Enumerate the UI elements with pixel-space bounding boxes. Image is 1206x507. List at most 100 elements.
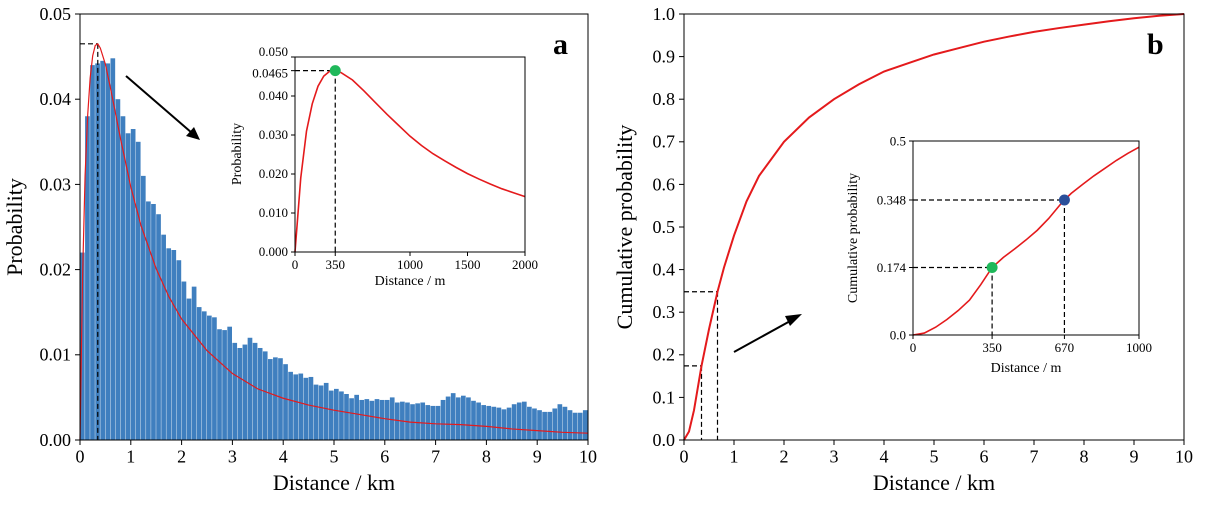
histogram-bar — [151, 203, 156, 440]
histogram-bar — [100, 60, 105, 441]
histogram-bar — [135, 141, 141, 441]
inset-a-x-tick-label: 1000 — [397, 257, 423, 272]
panel-b-y-tick-label: 0.9 — [653, 47, 676, 67]
panel-a-y-tick-label: 0.01 — [40, 345, 72, 365]
inset-b-marker-green — [986, 261, 998, 273]
histogram-bar — [298, 373, 304, 440]
panel-b-x-tick-label: 5 — [930, 447, 939, 467]
histogram-bar — [572, 412, 578, 440]
panel-b-x-tick-label: 4 — [880, 447, 889, 467]
panel-a-letter: a — [553, 28, 568, 61]
histogram-bar — [466, 397, 471, 440]
histogram-bar — [344, 393, 349, 440]
reference-guide-lines — [684, 291, 719, 440]
histogram-bar — [506, 407, 512, 440]
panel-b-x-tick-label: 1 — [730, 447, 739, 467]
histogram-bar — [120, 116, 126, 441]
inset-b-frame — [912, 140, 1140, 336]
inset-b-ticks: 0 350 670 1000 0.0 0.174 0.348 0.5 — [877, 133, 1152, 354]
histogram-bar — [232, 342, 238, 440]
inset-b-guide-lines — [913, 199, 1066, 335]
cumulative-curve — [683, 13, 1185, 441]
histogram-bar — [435, 405, 441, 440]
panel-a-y-axis-label: Probability — [2, 178, 27, 276]
histogram-bar — [196, 307, 202, 440]
histogram-bar — [186, 298, 192, 440]
inset-b-y-axis-label: Cumulative probability — [846, 173, 861, 303]
panel-b-x-tick-label: 6 — [980, 447, 989, 467]
inset-a-y-tick-label: 0.020 — [259, 166, 288, 181]
inset-a-x-tick-label: 2000 — [512, 257, 538, 272]
panel-b-y-axis-label: Cumulative probability — [612, 125, 637, 330]
panel-b-x-tick-label: 10 — [1175, 447, 1193, 467]
histogram-bar — [374, 399, 380, 440]
panel-b-y-tick-label: 1.0 — [653, 4, 676, 24]
panel-b-x-axis-label: Distance / km — [873, 470, 995, 495]
histogram-bar — [364, 399, 370, 440]
panel-b-y-tick-label: 0.6 — [653, 174, 676, 194]
histogram-bar — [105, 63, 111, 440]
panel-a-x-tick-label: 9 — [533, 447, 542, 467]
histogram-bar — [425, 405, 431, 440]
inset-b-marker-blue — [1058, 194, 1070, 206]
histogram-bar — [171, 250, 177, 440]
histogram-bar — [582, 410, 588, 440]
panel-a-x-tick-label: 6 — [380, 447, 389, 467]
histogram-bar — [140, 175, 146, 440]
histogram-bar — [450, 393, 456, 440]
fit-curve — [79, 42, 589, 441]
histogram-bar — [247, 337, 253, 440]
panel-b-y-tick-label: 0.7 — [653, 132, 676, 152]
histogram-bar — [461, 395, 466, 440]
histogram-bar — [130, 129, 136, 440]
panel-a-y-tick-label: 0.00 — [40, 430, 72, 450]
panel-b-x-tick-label: 9 — [1130, 447, 1139, 467]
histogram-bar — [237, 347, 243, 440]
peak-guide-lines — [80, 43, 99, 440]
panel-b-x-tick-label: 2 — [780, 447, 789, 467]
inset-a-background — [295, 57, 525, 252]
inset-a-y-tick-label: 0.010 — [259, 205, 288, 220]
histogram-bar — [349, 398, 354, 440]
histogram-bar — [334, 388, 339, 440]
histogram-bar — [293, 374, 299, 440]
histogram-bar — [527, 406, 532, 440]
histogram-bar — [369, 400, 375, 440]
panel-a-x-tick-label: 3 — [228, 447, 237, 467]
histogram-bar — [521, 401, 527, 440]
histogram-bar — [191, 286, 197, 440]
panel-b-y-tick-label: 0.0 — [653, 430, 676, 450]
histogram-bar — [95, 63, 100, 440]
histogram-bar — [359, 399, 365, 440]
panel-a-y-tick-label: 0.03 — [40, 174, 72, 194]
histogram-bars — [80, 58, 588, 441]
histogram-bar — [90, 65, 95, 441]
histogram-bar — [420, 402, 426, 440]
inset-b-x-tick-label: 0 — [910, 340, 917, 355]
histogram-bar — [212, 317, 217, 440]
panel-b-x-tick-label: 0 — [680, 447, 689, 467]
panel-a-x-tick-label: 1 — [126, 447, 135, 467]
histogram-bar — [146, 201, 151, 440]
histogram-bar — [430, 405, 436, 440]
histogram-bar — [577, 412, 583, 440]
panel-b-y-tick-label: 0.2 — [653, 345, 676, 365]
histogram-bar — [262, 351, 268, 440]
inset-a-y-tick-label: 0.0465 — [252, 66, 288, 81]
histogram-bar — [161, 234, 166, 440]
histogram-bar — [567, 410, 573, 440]
panel-a-x-tick-label: 5 — [330, 447, 339, 467]
panel-b-x-tick-label: 3 — [830, 447, 839, 467]
panel-a-inset: 0 350 1000 1500 2000 0.000 0.010 0.020 0.030 0.04… — [230, 44, 538, 289]
histogram-bar — [537, 410, 542, 440]
histogram-bar — [166, 248, 172, 440]
histogram-bar — [384, 399, 390, 440]
histogram-bar — [176, 260, 182, 440]
inset-b-y-tick-label: 0.174 — [877, 260, 907, 275]
histogram-bar — [491, 406, 497, 440]
histogram-bar — [85, 116, 90, 441]
inset-b-x-tick-label: 670 — [1055, 340, 1075, 355]
histogram-bar — [532, 408, 537, 440]
histogram-bar — [273, 357, 278, 440]
histogram-bar — [486, 405, 492, 440]
